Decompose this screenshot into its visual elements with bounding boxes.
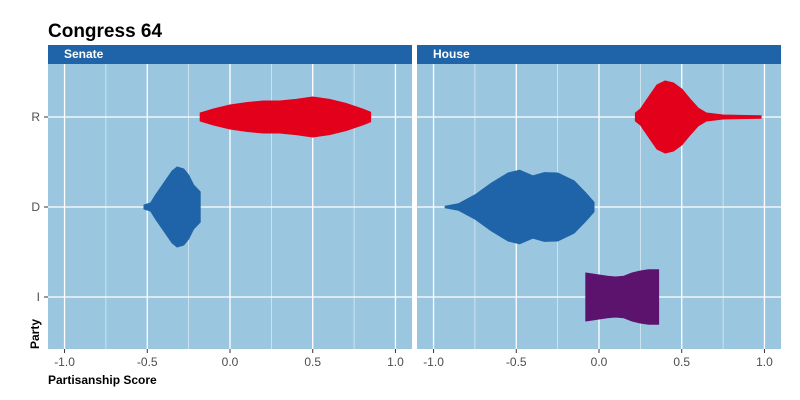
y-tick-label: I: [37, 290, 40, 304]
x-tick-label: -0.5: [137, 355, 158, 369]
x-tick-label: -1.0: [54, 355, 75, 369]
x-tick-label: -0.5: [506, 355, 527, 369]
y-tick-label: D: [31, 200, 40, 214]
x-tick-label: 0.0: [222, 355, 239, 369]
violin-house-D: [444, 169, 595, 245]
x-tick-label: 0.5: [673, 355, 690, 369]
violin-senate-D: [143, 166, 201, 248]
facet-strip-senate: Senate: [48, 45, 412, 64]
facet-strip-house: House: [417, 45, 781, 64]
chart-title: Congress 64: [48, 21, 163, 42]
violin-senate-R: [199, 96, 372, 138]
y-tick-label: R: [31, 110, 40, 124]
x-axis-title: Partisanship Score: [48, 373, 157, 387]
x-tick-label: 0.0: [591, 355, 608, 369]
violin-house-I: [585, 269, 660, 325]
x-tick-label: 0.5: [304, 355, 321, 369]
violin-house-R: [634, 80, 762, 154]
y-axis-title: Party: [28, 318, 42, 350]
x-tick-label: -1.0: [423, 355, 444, 369]
x-tick-label: 1.0: [756, 355, 773, 369]
x-tick-label: 1.0: [387, 355, 404, 369]
